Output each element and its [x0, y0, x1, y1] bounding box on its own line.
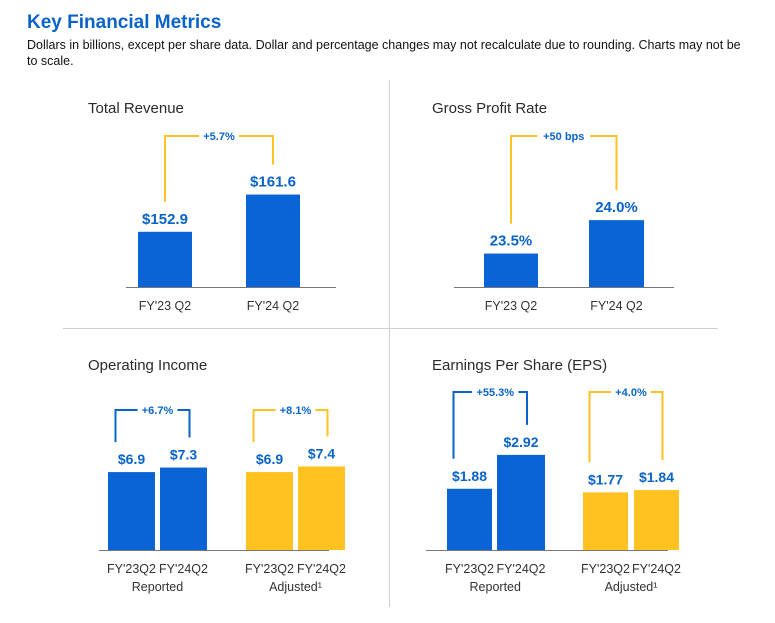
change-label: +5.7% [203, 131, 235, 143]
change-bracket [238, 135, 274, 165]
group-label: Reported [470, 580, 521, 594]
bar [160, 467, 207, 550]
change-bracket [114, 409, 138, 443]
data-label: $1.84 [639, 469, 674, 485]
data-label: $7.3 [170, 447, 197, 463]
total-revenue-chart: $152.9 FY'23 Q2 $161.6 FY'24 Q2 +5.7% [126, 131, 336, 313]
group-label: Adjusted¹ [269, 580, 322, 594]
page-subtitle: Dollars in billions, except per share da… [27, 38, 741, 68]
data-label: $161.6 [250, 174, 296, 191]
bar [108, 472, 155, 550]
bar [447, 488, 492, 550]
total-revenue-title: Total Revenue [88, 100, 184, 117]
change-bracket [315, 409, 329, 437]
x-tick-label: FY'23 Q2 [139, 299, 191, 313]
group-label: Reported [132, 580, 183, 594]
x-tick-label: FY'24Q2 [497, 562, 546, 576]
vertical-divider [389, 80, 390, 607]
change-bracket [510, 135, 538, 224]
change-bracket [177, 409, 191, 438]
change-bracket [452, 391, 473, 459]
gross-profit-rate-chart: 23.5% FY'23 Q2 24.0% FY'24 Q2 +50 bps [454, 131, 674, 313]
change-label: +4.0% [615, 387, 647, 399]
bar [497, 454, 545, 550]
x-tick-label: FY'23Q2 [107, 562, 156, 576]
gross-profit-rate-title: Gross Profit Rate [432, 100, 548, 117]
data-label: 24.0% [595, 199, 638, 216]
x-tick-label: FY'24Q2 [297, 562, 346, 576]
eps-chart: $1.88 FY'23Q2 $2.92 FY'24Q2 Reported +55.3% $1… [426, 387, 681, 594]
data-label: 23.5% [490, 233, 533, 250]
bar [583, 492, 628, 550]
change-label: +6.7% [142, 405, 174, 417]
change-bracket [590, 135, 618, 191]
change-label: +55.3% [476, 387, 514, 399]
change-label: +8.1% [280, 405, 312, 417]
page-title: Key Financial Metrics [27, 12, 222, 33]
operating-income-chart: $6.9 FY'23Q2 $7.3 FY'24Q2 Reported +6.7% $6.9 F… [99, 405, 346, 594]
bar [246, 194, 300, 287]
data-label: $2.92 [503, 434, 538, 450]
change-bracket [588, 391, 612, 463]
data-label: $7.4 [308, 445, 335, 461]
bar [634, 490, 679, 550]
group-label: Adjusted¹ [605, 580, 658, 594]
x-tick-label: FY'23 Q2 [485, 299, 537, 313]
bar [138, 231, 192, 287]
change-bracket [650, 391, 664, 461]
x-tick-label: FY'24Q2 [159, 562, 208, 576]
eps-title: Earnings Per Share (EPS) [432, 357, 608, 374]
data-label: $6.9 [256, 451, 283, 467]
bar [298, 466, 345, 550]
data-label: $1.77 [588, 471, 623, 487]
x-tick-label: FY'23Q2 [581, 562, 630, 576]
change-bracket [252, 409, 276, 443]
data-label: $6.9 [118, 451, 145, 467]
bar [589, 220, 644, 287]
x-tick-label: FY'23Q2 [245, 562, 294, 576]
bar [246, 472, 293, 550]
bar [484, 253, 538, 287]
x-tick-label: FY'23Q2 [445, 562, 494, 576]
change-bracket [164, 135, 200, 202]
x-tick-label: FY'24 Q2 [247, 299, 299, 313]
change-label: +50 bps [543, 131, 584, 143]
horizontal-divider [63, 328, 718, 329]
x-tick-label: FY'24Q2 [632, 562, 681, 576]
data-label: $152.9 [142, 211, 188, 228]
operating-income-title: Operating Income [88, 357, 208, 374]
change-bracket [518, 391, 528, 425]
x-tick-label: FY'24 Q2 [590, 299, 642, 313]
data-label: $1.88 [452, 468, 487, 484]
